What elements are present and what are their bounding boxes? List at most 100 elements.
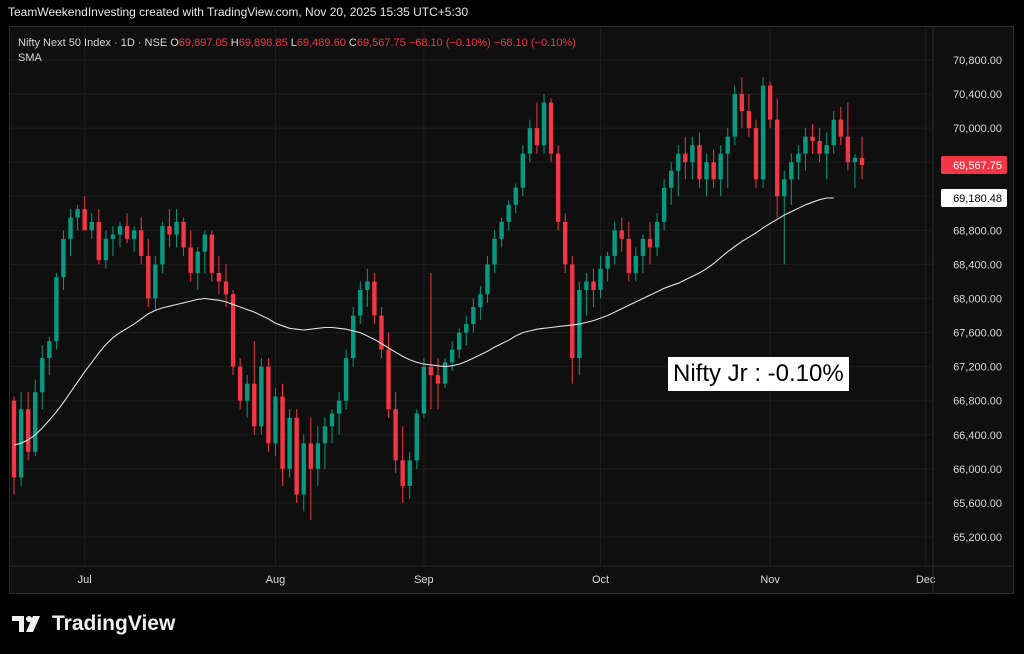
candle-body[interactable] <box>273 396 278 444</box>
candle-body[interactable] <box>372 281 377 316</box>
candle-body[interactable] <box>492 238 497 265</box>
candle-body[interactable] <box>506 204 511 222</box>
candle-body[interactable] <box>110 234 116 239</box>
candle-body[interactable] <box>68 217 73 239</box>
candle-body[interactable] <box>146 255 151 299</box>
candle-body[interactable] <box>591 281 596 290</box>
candle-body[interactable] <box>520 153 525 188</box>
candle-body[interactable] <box>612 230 617 256</box>
candle-body[interactable] <box>25 409 31 452</box>
candle-body[interactable] <box>471 307 476 325</box>
candle-body[interactable] <box>796 153 801 163</box>
candle-body[interactable] <box>598 268 603 290</box>
candle-body[interactable] <box>775 119 780 197</box>
candle-body[interactable] <box>160 226 165 265</box>
candle-body[interactable] <box>669 170 674 188</box>
candle-body[interactable] <box>75 209 80 218</box>
candle-body[interactable] <box>803 136 808 154</box>
candle-body[interactable] <box>626 238 631 273</box>
candle-body[interactable] <box>449 349 455 363</box>
candle-body[interactable] <box>266 366 271 444</box>
candle-body[interactable] <box>753 128 759 180</box>
candle-body[interactable] <box>457 332 462 350</box>
candle-body[interactable] <box>541 102 547 146</box>
candle-body[interactable] <box>167 226 172 235</box>
candle-body[interactable] <box>527 128 533 154</box>
candle-body[interactable] <box>852 157 858 163</box>
candle-body[interactable] <box>683 153 688 163</box>
candle-body[interactable] <box>294 417 299 495</box>
candle-body[interactable] <box>386 349 391 410</box>
candle-body[interactable] <box>485 264 490 295</box>
candle-body[interactable] <box>739 94 745 112</box>
candle-body[interactable] <box>117 226 123 235</box>
candle-body[interactable] <box>845 136 851 163</box>
candle-body[interactable] <box>746 111 752 129</box>
candle-body[interactable] <box>181 221 186 248</box>
candle-body[interactable] <box>499 221 504 239</box>
candle-body[interactable] <box>400 460 405 486</box>
candle-body[interactable] <box>760 85 766 180</box>
candle-body[interactable] <box>351 315 356 359</box>
candle-body[interactable] <box>570 264 575 359</box>
candle-body[interactable] <box>817 140 822 154</box>
candle-body[interactable] <box>216 272 222 282</box>
candle-body[interactable] <box>407 460 412 486</box>
candle-body[interactable] <box>308 443 313 469</box>
candle-body[interactable] <box>718 153 723 180</box>
candle-body[interactable] <box>252 383 257 427</box>
candle-body[interactable] <box>40 358 45 393</box>
candle-body[interactable] <box>859 157 865 165</box>
candle-body[interactable] <box>810 136 815 141</box>
candle-body[interactable] <box>464 324 469 333</box>
candle-body[interactable] <box>259 366 264 427</box>
candle-body[interactable] <box>690 145 695 163</box>
chart-panel[interactable] <box>9 26 1014 594</box>
candle-body[interactable] <box>209 234 215 273</box>
candle-body[interactable] <box>358 289 363 316</box>
candle-body[interactable] <box>654 221 660 248</box>
candle-body[interactable] <box>640 238 646 256</box>
candle-body[interactable] <box>555 153 561 222</box>
symbol-label[interactable]: Nifty Next 50 Index · 1D · NSE <box>18 37 168 49</box>
candle-body[interactable] <box>33 392 38 452</box>
candle-body[interactable] <box>831 119 836 146</box>
candle-body[interactable] <box>782 179 787 197</box>
candle-body[interactable] <box>89 221 94 231</box>
candle-body[interactable] <box>82 209 87 231</box>
candle-body[interactable] <box>223 281 229 295</box>
candle-body[interactable] <box>767 85 773 120</box>
candle-body[interactable] <box>202 234 207 252</box>
candle-body[interactable] <box>421 366 427 414</box>
candle-body[interactable] <box>548 102 554 154</box>
candle-body[interactable] <box>789 162 794 180</box>
candle-body[interactable] <box>697 145 702 180</box>
candle-body[interactable] <box>563 221 568 265</box>
candle-body[interactable] <box>124 226 130 239</box>
candle-body[interactable] <box>393 409 398 461</box>
candle-body[interactable] <box>153 264 158 299</box>
candle-body[interactable] <box>188 247 193 273</box>
candle-body[interactable] <box>315 443 321 469</box>
candle-body[interactable] <box>725 136 730 154</box>
candle-body[interactable] <box>824 145 829 154</box>
candle-body[interactable] <box>11 400 17 478</box>
candle-body[interactable] <box>174 221 179 235</box>
candle-body[interactable] <box>661 187 667 222</box>
candle-body[interactable] <box>711 162 716 180</box>
candle-body[interactable] <box>605 255 610 269</box>
candle-body[interactable] <box>633 255 639 273</box>
candle-body[interactable] <box>619 230 624 239</box>
candle-body[interactable] <box>379 315 384 350</box>
candle-body[interactable] <box>534 128 540 146</box>
candle-body[interactable] <box>280 396 285 469</box>
candle-body[interactable] <box>139 230 144 256</box>
candle-body[interactable] <box>61 238 66 278</box>
candle-body[interactable] <box>336 400 342 414</box>
candle-body[interactable] <box>96 221 101 261</box>
candle-body[interactable] <box>732 94 737 137</box>
candle-body[interactable] <box>301 443 306 495</box>
candle-body[interactable] <box>676 153 681 171</box>
candle-body[interactable] <box>428 366 434 376</box>
